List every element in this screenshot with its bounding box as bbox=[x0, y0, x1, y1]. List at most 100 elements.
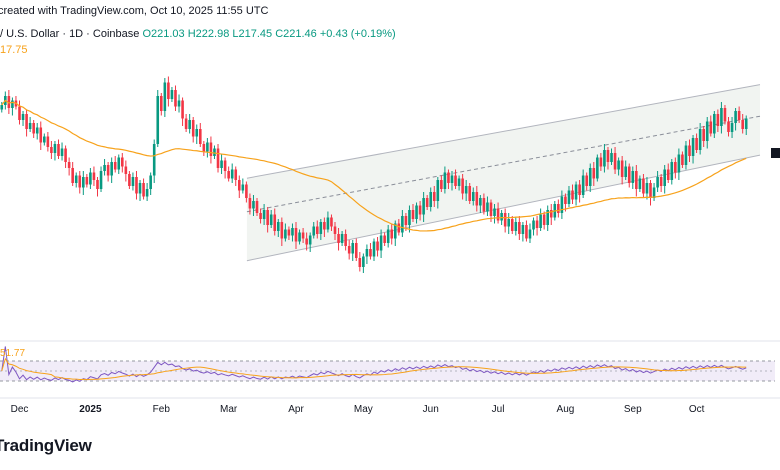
candle-body bbox=[727, 121, 730, 132]
x-tick-label: Feb bbox=[153, 404, 171, 415]
candle-body bbox=[620, 160, 624, 177]
candle-body bbox=[287, 229, 291, 236]
rsi-legend: 51.77 bbox=[0, 348, 25, 359]
candle-body bbox=[21, 114, 25, 120]
candle-body bbox=[741, 120, 744, 129]
symbol-pair[interactable]: / U.S. Dollar · 1D · Coinbase bbox=[0, 28, 140, 40]
logo-text: TradingView bbox=[0, 436, 92, 455]
candle-body bbox=[489, 202, 493, 216]
candle-body bbox=[635, 171, 638, 189]
candle-body bbox=[411, 210, 415, 219]
channel-upper bbox=[246, 84, 761, 179]
candle-body bbox=[652, 187, 656, 198]
candle-body bbox=[167, 82, 170, 99]
candle-body bbox=[142, 183, 145, 197]
candle-body bbox=[301, 232, 305, 239]
ohlc-change: +0.43 (+0.19%) bbox=[319, 28, 396, 40]
candle-body bbox=[333, 226, 337, 234]
candle-body bbox=[191, 120, 195, 137]
candle-body bbox=[383, 235, 386, 243]
candle-body bbox=[510, 219, 514, 231]
candle-body bbox=[521, 225, 525, 234]
candle-body bbox=[280, 222, 284, 239]
x-tick-label: Aug bbox=[557, 404, 575, 415]
candle-body bbox=[92, 172, 96, 180]
candle-body bbox=[415, 205, 418, 219]
candle-body bbox=[454, 175, 457, 186]
candle-body bbox=[436, 180, 440, 201]
candle-body bbox=[599, 157, 603, 167]
candle-body bbox=[216, 148, 220, 168]
candle-body bbox=[670, 162, 674, 180]
rsi-panel bbox=[0, 340, 780, 382]
candle-body bbox=[152, 144, 156, 176]
candle-body bbox=[471, 192, 475, 201]
candle-body bbox=[688, 145, 691, 156]
candle-body bbox=[308, 235, 312, 245]
candle-body bbox=[149, 175, 152, 189]
candle-body bbox=[737, 111, 741, 120]
candle-body bbox=[252, 201, 255, 209]
candle-body bbox=[567, 190, 571, 204]
candle-body bbox=[525, 225, 528, 239]
channel-fill bbox=[246, 84, 760, 261]
candle-body bbox=[408, 210, 411, 225]
candle-body bbox=[716, 114, 720, 126]
candle-body bbox=[82, 177, 85, 188]
candle-body bbox=[503, 213, 507, 227]
rsi-value: 51.77 bbox=[0, 348, 26, 359]
candle-body bbox=[464, 186, 468, 194]
candle-body bbox=[376, 241, 379, 251]
candle-body bbox=[323, 222, 326, 230]
candle-body bbox=[354, 243, 358, 258]
candle-body bbox=[482, 198, 486, 212]
candle-body bbox=[564, 196, 567, 204]
candle-body bbox=[645, 183, 649, 194]
candle-body bbox=[358, 258, 362, 267]
candle-body bbox=[347, 246, 351, 254]
candle-body bbox=[35, 127, 39, 134]
candle-body bbox=[344, 234, 347, 246]
candle-body bbox=[578, 184, 581, 195]
tradingview-logo[interactable]: TradingView bbox=[0, 436, 92, 456]
candle-body bbox=[340, 234, 344, 243]
candle-body bbox=[596, 157, 599, 179]
candle-body bbox=[74, 175, 78, 183]
x-tick-label: Mar bbox=[220, 404, 238, 415]
ohlc-high: H222.98 bbox=[187, 28, 230, 40]
candle-body bbox=[443, 172, 447, 189]
candle-body bbox=[337, 234, 340, 243]
candle-body bbox=[461, 178, 464, 194]
candle-body bbox=[447, 172, 450, 183]
candle-body bbox=[46, 136, 50, 147]
candle-body bbox=[365, 249, 369, 257]
x-tick-label: Apr bbox=[288, 404, 304, 415]
x-tick-label: Jul bbox=[492, 404, 505, 415]
candle-body bbox=[32, 123, 35, 134]
candle-body bbox=[78, 175, 82, 188]
chart-attribution: created with TradingView.com, Oct 10, 20… bbox=[0, 5, 269, 17]
candle-body bbox=[624, 166, 627, 177]
candle-body bbox=[649, 183, 652, 198]
candle-body bbox=[230, 169, 234, 179]
price-chart[interactable]: Dec 2025 Feb Mar Apr May Jun Jul Aug Sep Oct bbox=[0, 0, 780, 430]
candle-body bbox=[220, 160, 223, 168]
candle-body bbox=[60, 148, 64, 156]
candle-body bbox=[319, 222, 323, 234]
candle-body bbox=[532, 220, 535, 230]
candle-body bbox=[255, 201, 259, 213]
channel-mid bbox=[246, 115, 761, 213]
candle-body bbox=[170, 90, 174, 99]
candle-body bbox=[677, 154, 681, 173]
candle-body bbox=[393, 223, 397, 239]
candle-body bbox=[404, 216, 408, 225]
candle-body bbox=[312, 226, 316, 236]
candle-body bbox=[223, 160, 227, 171]
candle-body bbox=[588, 168, 592, 186]
candle-body bbox=[273, 214, 277, 231]
candle-body bbox=[397, 223, 401, 233]
candle-body bbox=[542, 214, 546, 225]
rsi-ma-line bbox=[1, 357, 747, 381]
candle-body bbox=[110, 162, 113, 176]
candle-body bbox=[298, 232, 301, 242]
